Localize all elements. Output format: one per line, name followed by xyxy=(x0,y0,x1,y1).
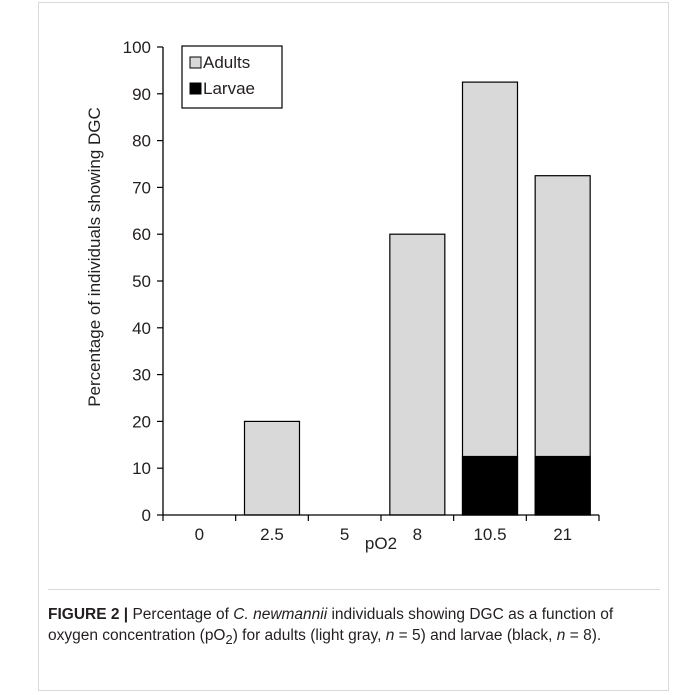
y-axis-label: Percentage of individuals showing DGC xyxy=(85,107,104,407)
caption-part: C. newmannii xyxy=(233,606,328,623)
legend: Adults Larvae xyxy=(181,45,283,109)
y-tick-label: 70 xyxy=(132,178,151,197)
caption-text: FIGURE 2 | Percentage of C. newmannii in… xyxy=(48,604,660,650)
caption-part: = 8). xyxy=(565,627,602,644)
caption-part: 2 xyxy=(225,632,233,648)
caption-part: individuals showing DGC as a function of… xyxy=(48,606,614,644)
legend-box xyxy=(181,45,283,109)
y-tick-label: 100 xyxy=(123,38,151,57)
y-tick-label: 0 xyxy=(142,506,151,525)
x-axis-label: pO2 xyxy=(365,534,397,553)
y-tick-label: 80 xyxy=(132,132,151,151)
legend-label-larvae: Larvae xyxy=(203,79,255,98)
y-tick-label: 10 xyxy=(132,459,151,478)
figure-caption: FIGURE 2 | Percentage of C. newmannii in… xyxy=(48,589,660,650)
x-tick-label: 5 xyxy=(340,525,349,544)
x-axis: 0 2.5 5 8 10.5 21 xyxy=(162,514,600,544)
caption-part: Percentage of xyxy=(128,606,234,623)
caption-part: = 5) and larvae (black, xyxy=(394,627,557,644)
x-tick-label: 2.5 xyxy=(260,525,284,544)
caption-part: n xyxy=(556,627,566,644)
legend-swatch-adults xyxy=(189,56,202,69)
y-tick-label: 60 xyxy=(132,225,151,244)
y-tick-label: 20 xyxy=(132,412,151,431)
caption-part: ) for adults (light gray, xyxy=(232,627,386,644)
y-tick-label: 40 xyxy=(132,319,151,338)
bar-larvae-21 xyxy=(534,455,591,516)
bar-adults-2.5 xyxy=(243,420,301,516)
x-tick-label: 21 xyxy=(553,525,572,544)
y-tick-label: 90 xyxy=(132,85,151,104)
y-tick-label: 30 xyxy=(132,366,151,385)
caption-figure-label: FIGURE 2 | xyxy=(48,606,129,623)
legend-swatch-larvae xyxy=(189,82,202,95)
x-tick-label: 10.5 xyxy=(473,525,506,544)
caption-part: n xyxy=(385,627,395,644)
x-tick-label: 0 xyxy=(195,525,204,544)
bar-larvae-10.5 xyxy=(461,455,519,516)
bar-chart: 0 10 20 30 40 50 60 70 80 90 100 0 2.5 5 8 10.5 21 Adul… xyxy=(85,38,600,553)
bar-adults-10.5 xyxy=(461,81,519,516)
y-tick-label: 50 xyxy=(132,272,151,291)
x-tick-label: 8 xyxy=(413,525,422,544)
plot-area xyxy=(243,81,591,516)
y-axis: 0 10 20 30 40 50 60 70 80 90 100 xyxy=(123,38,164,525)
bar-adults-8 xyxy=(389,233,446,516)
legend-label-adults: Adults xyxy=(203,53,250,72)
